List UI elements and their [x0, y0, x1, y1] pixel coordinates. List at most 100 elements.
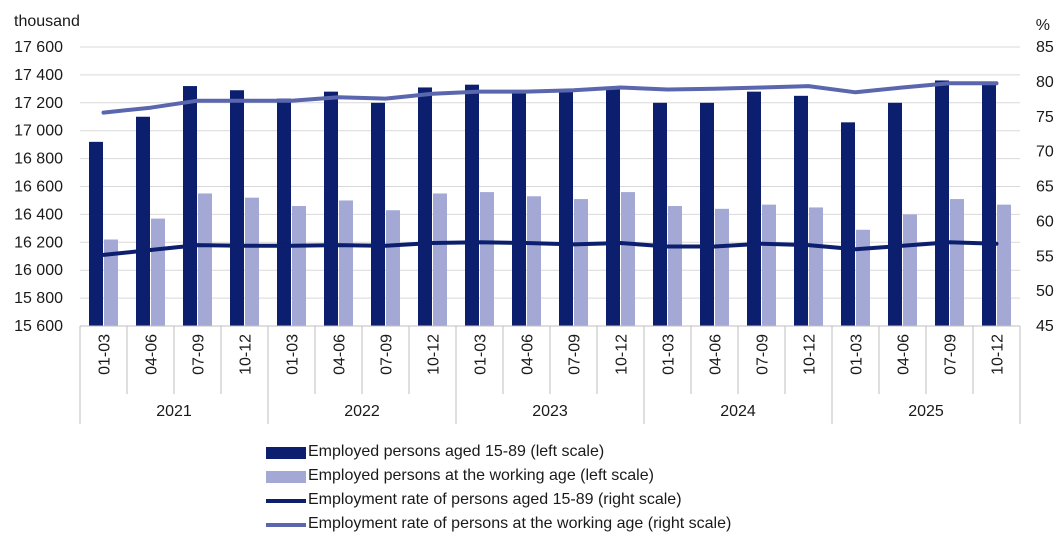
bar-employed-working-age	[433, 193, 447, 326]
bar-employed-15-89	[89, 141, 103, 326]
left-tick-label: 16 000	[14, 262, 63, 279]
bar-employed-working-age	[621, 192, 635, 326]
bar-employed-15-89	[559, 90, 573, 327]
bar-employed-15-89	[935, 80, 949, 326]
bar-employed-working-age	[104, 239, 118, 326]
bar-employed-15-89	[982, 81, 996, 326]
bar-employed-15-89	[183, 86, 197, 326]
left-tick-label: 17 200	[14, 95, 63, 112]
quarter-label: 07-09	[567, 334, 584, 375]
bar-employed-working-age	[198, 193, 212, 326]
bar-employed-15-89	[371, 102, 385, 326]
quarter-label: 04-06	[144, 334, 161, 375]
quarter-label: 07-09	[379, 334, 396, 375]
quarter-label: 01-03	[285, 334, 302, 375]
quarter-label: 10-12	[802, 334, 819, 375]
right-tick-label: 50	[1036, 283, 1054, 300]
right-tick-label: 55	[1036, 248, 1054, 265]
lines-layer	[101, 81, 999, 257]
left-tick-label: 17 600	[14, 39, 63, 56]
legend-label-rate-working-age: Employment rate of persons at the workin…	[308, 515, 732, 532]
bar-employed-working-age	[762, 204, 776, 326]
right-tick-label: 80	[1036, 74, 1054, 91]
bar-employed-15-89	[606, 87, 620, 326]
quarter-label: 04-06	[520, 334, 537, 375]
line-rate-15-89	[101, 240, 999, 257]
right-tick-label: 60	[1036, 213, 1054, 230]
legend-swatch-rate-working-age	[266, 523, 306, 527]
year-label: 2025	[908, 403, 944, 420]
left-axis-unit: thousand	[14, 13, 80, 30]
quarter-label: 01-03	[661, 334, 678, 375]
quarter-label: 07-09	[755, 334, 772, 375]
legend-label-rate-15-89: Employment rate of persons aged 15-89 (r…	[308, 491, 682, 508]
legend-item-employed-15-89: Employed persons aged 15-89 (left scale)	[266, 440, 986, 464]
legend-label-employed-working-age: Employed persons at the working age (lef…	[308, 467, 654, 484]
axes-layer: 15 600 15 800 16 000 16 200 16 400 16 600 16 8…	[14, 39, 1054, 424]
right-tick-label: 75	[1036, 109, 1054, 126]
left-tick-label: 15 800	[14, 290, 63, 307]
right-tick-label: 70	[1036, 144, 1054, 161]
bar-employed-working-age	[151, 218, 165, 326]
bar-employed-15-89	[418, 87, 432, 326]
legend-item-rate-working-age: Employment rate of persons at the workin…	[266, 512, 986, 536]
quarter-label: 01-03	[97, 334, 114, 375]
right-tick-label: 65	[1036, 179, 1054, 196]
left-tick-label: 16 600	[14, 179, 63, 196]
legend-label-employed-15-89: Employed persons aged 15-89 (left scale)	[308, 443, 605, 460]
quarter-label: 07-09	[943, 334, 960, 375]
year-label: 2022	[344, 403, 380, 420]
legend-swatch-employed-15-89	[266, 447, 306, 459]
left-tick-label: 15 600	[14, 318, 63, 335]
bar-employed-15-89	[888, 102, 902, 326]
bar-employed-15-89	[465, 84, 479, 326]
bar-employed-15-89	[700, 102, 714, 326]
quarter-label: 04-06	[896, 334, 913, 375]
quarter-label: 07-09	[191, 334, 208, 375]
bar-employed-working-age	[480, 192, 494, 326]
bar-employed-working-age	[715, 208, 729, 326]
bar-employed-working-age	[574, 199, 588, 326]
bar-employed-working-age	[950, 199, 964, 326]
legend-item-rate-15-89: Employment rate of persons aged 15-89 (r…	[266, 488, 986, 512]
bar-employed-working-age	[903, 214, 917, 326]
left-tick-label: 17 400	[14, 67, 63, 84]
bar-employed-working-age	[339, 200, 353, 326]
bar-employed-15-89	[136, 116, 150, 326]
quarter-label: 10-12	[238, 334, 255, 375]
bar-employed-working-age	[668, 206, 682, 326]
left-tick-label: 17 000	[14, 123, 63, 140]
bar-employed-working-age	[997, 204, 1011, 326]
bar-employed-15-89	[512, 91, 526, 326]
quarter-label: 10-12	[614, 334, 631, 375]
legend-swatch-rate-15-89	[266, 499, 306, 503]
bar-employed-working-age	[809, 207, 823, 326]
year-label: 2023	[532, 403, 568, 420]
quarter-label: 01-03	[849, 334, 866, 375]
bar-employed-working-age	[856, 229, 870, 326]
bar-employed-15-89	[324, 91, 338, 326]
right-axis-unit: %	[1036, 17, 1050, 34]
bar-employed-15-89	[794, 95, 808, 326]
quarter-label: 10-12	[426, 334, 443, 375]
year-label: 2021	[156, 403, 192, 420]
bar-employed-15-89	[277, 98, 291, 327]
bar-employed-working-age	[386, 210, 400, 326]
right-tick-label: 45	[1036, 318, 1054, 335]
quarter-label: 01-03	[473, 334, 490, 375]
right-tick-label: 85	[1036, 39, 1054, 56]
bar-employed-15-89	[230, 90, 244, 327]
bar-employed-working-age	[245, 197, 259, 326]
legend-swatch-employed-working-age	[266, 471, 306, 483]
quarter-label: 10-12	[990, 334, 1007, 375]
year-label: 2024	[720, 403, 756, 420]
left-tick-label: 16 800	[14, 151, 63, 168]
line-rate-working-age	[101, 81, 999, 115]
bar-employed-working-age	[527, 196, 541, 326]
quarter-label: 04-06	[708, 334, 725, 375]
left-tick-label: 16 200	[14, 234, 63, 251]
bar-employed-15-89	[841, 122, 855, 326]
legend-item-employed-working-age: Employed persons at the working age (lef…	[266, 464, 986, 488]
left-tick-label: 16 400	[14, 206, 63, 223]
